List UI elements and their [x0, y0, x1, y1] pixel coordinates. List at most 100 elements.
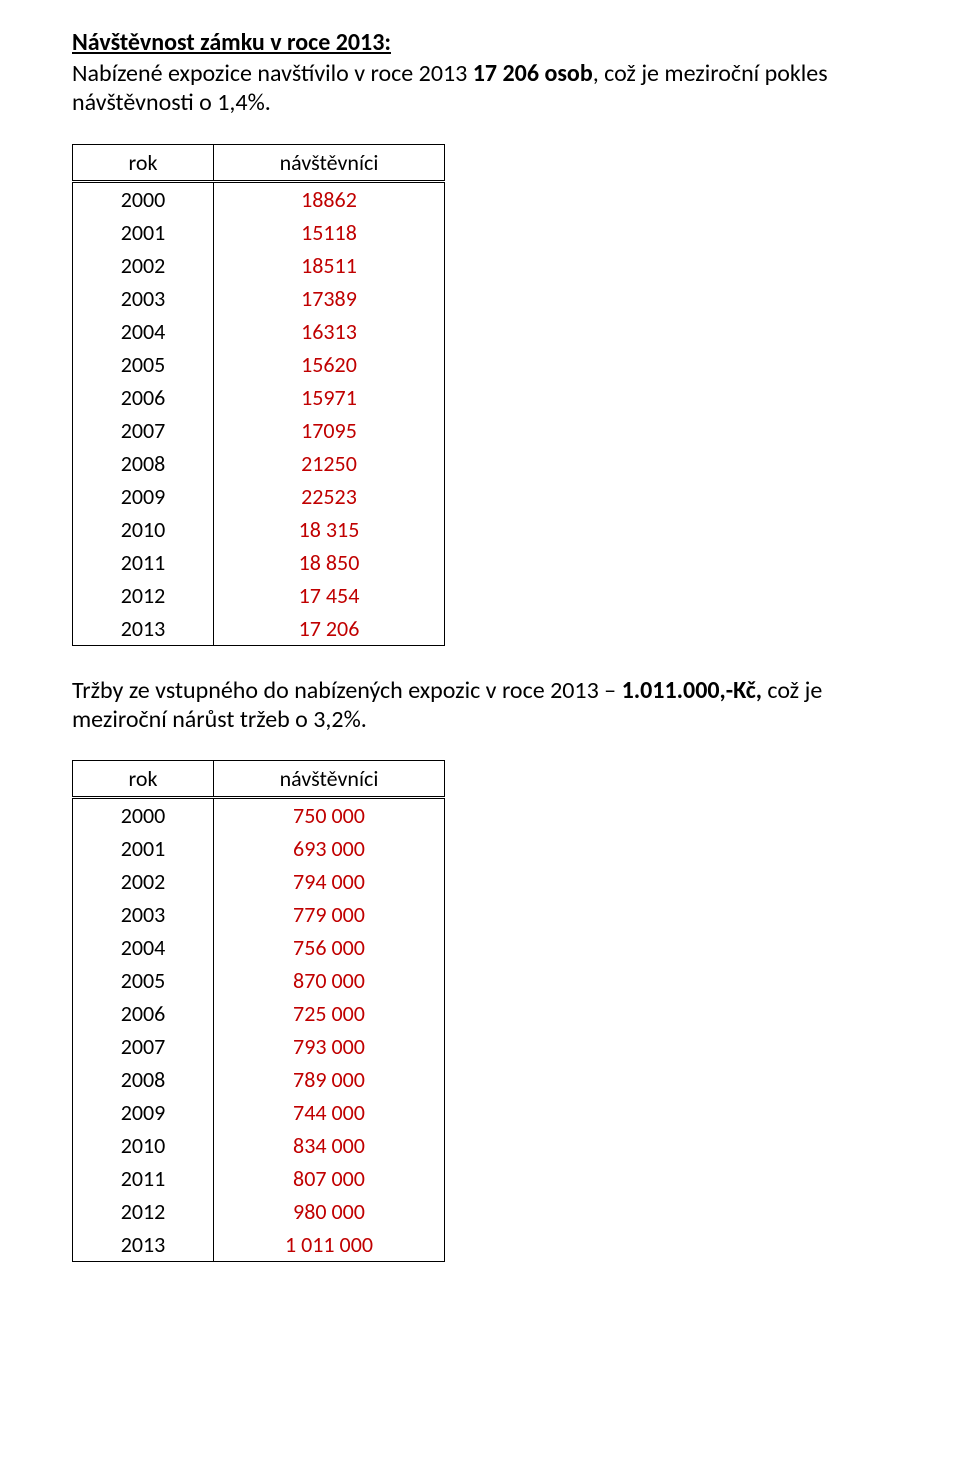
table-row: 200615971	[73, 381, 445, 414]
revenue-paragraph: Tržby ze vstupného do nabízených expozic…	[72, 676, 888, 735]
table-row: 200115118	[73, 216, 445, 249]
value-cell: 16313	[214, 315, 445, 348]
table-row: 201317 206	[73, 612, 445, 646]
year-cell: 2004	[73, 315, 214, 348]
col-header-value: návštěvníci	[214, 761, 445, 798]
value-cell: 693 000	[214, 832, 445, 865]
year-cell: 2008	[73, 1063, 214, 1096]
table-row: 200922523	[73, 480, 445, 513]
table-row: 200515620	[73, 348, 445, 381]
value-cell: 21250	[214, 447, 445, 480]
value-cell: 794 000	[214, 865, 445, 898]
table-row: 2001693 000	[73, 832, 445, 865]
col-header-year: rok	[73, 761, 214, 798]
year-cell: 2003	[73, 898, 214, 931]
value-cell: 17 454	[214, 579, 445, 612]
revenue-before: Tržby ze vstupného do nabízených expozic…	[72, 676, 622, 705]
year-cell: 2009	[73, 480, 214, 513]
year-cell: 2007	[73, 414, 214, 447]
year-cell: 2000	[73, 798, 214, 833]
intro-bold: 17 206 osob	[473, 59, 593, 88]
value-cell: 725 000	[214, 997, 445, 1030]
year-cell: 2002	[73, 249, 214, 282]
value-cell: 744 000	[214, 1096, 445, 1129]
section-heading-text: Návštěvnost zámku v roce 2013:	[72, 28, 391, 57]
value-cell: 779 000	[214, 898, 445, 931]
year-cell: 2000	[73, 181, 214, 216]
table-row: 2002794 000	[73, 865, 445, 898]
year-cell: 2005	[73, 348, 214, 381]
year-cell: 2012	[73, 1195, 214, 1228]
year-cell: 2007	[73, 1030, 214, 1063]
intro-paragraph: Nabízené expozice navštívilo v roce 2013…	[72, 59, 888, 118]
year-cell: 2013	[73, 612, 214, 646]
value-cell: 750 000	[214, 798, 445, 833]
col-header-value: návštěvníci	[214, 144, 445, 181]
year-cell: 2001	[73, 832, 214, 865]
table-row: 2009744 000	[73, 1096, 445, 1129]
value-cell: 15620	[214, 348, 445, 381]
table-row: 201217 454	[73, 579, 445, 612]
value-cell: 17389	[214, 282, 445, 315]
year-cell: 2011	[73, 546, 214, 579]
year-cell: 2013	[73, 1228, 214, 1262]
table-row: 200717095	[73, 414, 445, 447]
year-cell: 2010	[73, 1129, 214, 1162]
value-cell: 1 011 000	[214, 1228, 445, 1262]
value-cell: 789 000	[214, 1063, 445, 1096]
table-row: 2012980 000	[73, 1195, 445, 1228]
value-cell: 18 850	[214, 546, 445, 579]
value-cell: 834 000	[214, 1129, 445, 1162]
table-row: 2000750 000	[73, 798, 445, 833]
table-row: 2003779 000	[73, 898, 445, 931]
year-cell: 2009	[73, 1096, 214, 1129]
table-row: 20131 011 000	[73, 1228, 445, 1262]
year-cell: 2002	[73, 865, 214, 898]
table-row: 200416313	[73, 315, 445, 348]
value-cell: 870 000	[214, 964, 445, 997]
value-cell: 15118	[214, 216, 445, 249]
revenue-bold: 1.011.000,-Kč,	[622, 676, 762, 705]
value-cell: 22523	[214, 480, 445, 513]
value-cell: 807 000	[214, 1162, 445, 1195]
table-row: 2011807 000	[73, 1162, 445, 1195]
value-cell: 793 000	[214, 1030, 445, 1063]
table-row: 2010834 000	[73, 1129, 445, 1162]
table-row: 2004756 000	[73, 931, 445, 964]
year-cell: 2004	[73, 931, 214, 964]
table-row: 201118 850	[73, 546, 445, 579]
table-row: 2005870 000	[73, 964, 445, 997]
section-heading: Návštěvnost zámku v roce 2013:	[72, 28, 888, 57]
value-cell: 18862	[214, 181, 445, 216]
year-cell: 2003	[73, 282, 214, 315]
year-cell: 2001	[73, 216, 214, 249]
year-cell: 2010	[73, 513, 214, 546]
table-row: 2007793 000	[73, 1030, 445, 1063]
visitors-table: rok návštěvníci 200018862200115118200218…	[72, 144, 445, 646]
year-cell: 2005	[73, 964, 214, 997]
value-cell: 18511	[214, 249, 445, 282]
year-cell: 2006	[73, 381, 214, 414]
year-cell: 2008	[73, 447, 214, 480]
table-header-row: rok návštěvníci	[73, 761, 445, 798]
table-row: 200218511	[73, 249, 445, 282]
value-cell: 15971	[214, 381, 445, 414]
value-cell: 17 206	[214, 612, 445, 646]
year-cell: 2011	[73, 1162, 214, 1195]
table-row: 2006725 000	[73, 997, 445, 1030]
table-row: 200018862	[73, 181, 445, 216]
col-header-year: rok	[73, 144, 214, 181]
table-header-row: rok návštěvníci	[73, 144, 445, 181]
year-cell: 2012	[73, 579, 214, 612]
table-row: 200821250	[73, 447, 445, 480]
value-cell: 17095	[214, 414, 445, 447]
table-row: 201018 315	[73, 513, 445, 546]
table-row: 2008789 000	[73, 1063, 445, 1096]
year-cell: 2006	[73, 997, 214, 1030]
intro-before: Nabízené expozice navštívilo v roce 2013	[72, 59, 473, 88]
revenue-table: rok návštěvníci 2000750 0002001693 00020…	[72, 760, 445, 1262]
value-cell: 18 315	[214, 513, 445, 546]
value-cell: 980 000	[214, 1195, 445, 1228]
value-cell: 756 000	[214, 931, 445, 964]
table-row: 200317389	[73, 282, 445, 315]
